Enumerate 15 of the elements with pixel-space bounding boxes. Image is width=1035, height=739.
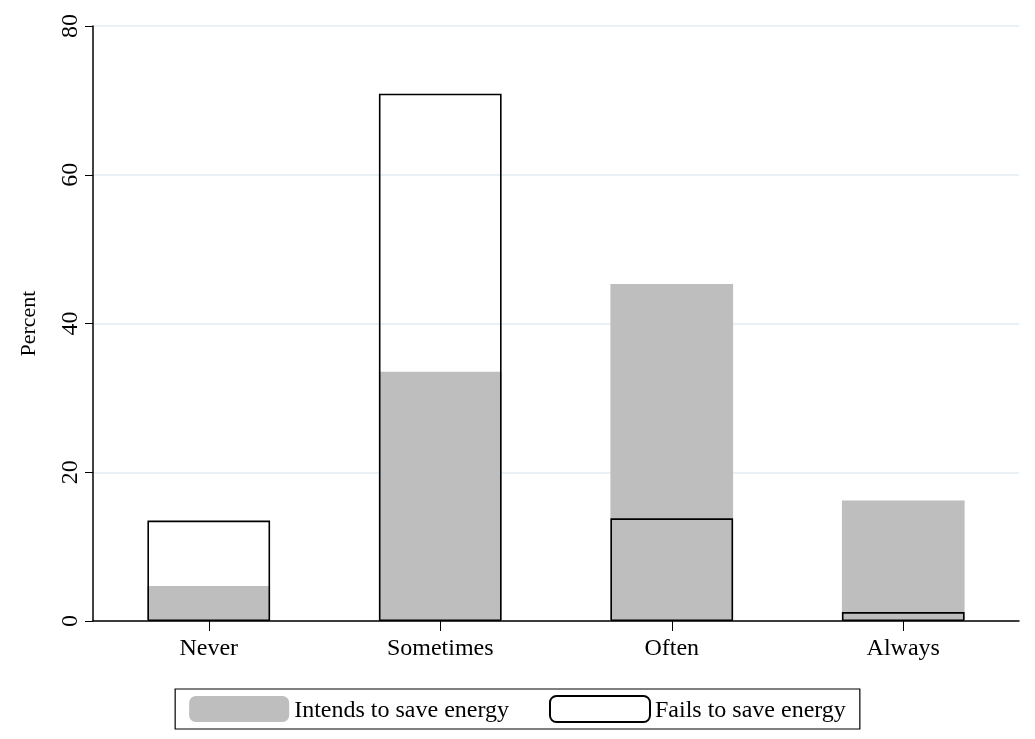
x-tick-label: Never: [179, 634, 239, 660]
y-tick-label: 20: [56, 460, 82, 485]
y-tick-label: 60: [56, 162, 82, 187]
x-tick-label: Always: [866, 634, 940, 660]
bar: [610, 284, 734, 621]
x-tick-label: Often: [644, 634, 700, 660]
y-axis-title: Percent: [14, 290, 40, 357]
bar: [378, 371, 502, 621]
legend-label: Intends to save energy: [294, 696, 509, 722]
legend-label: Fails to save energy: [654, 696, 846, 722]
x-tick-label: Sometimes: [386, 634, 494, 660]
y-tick-label: 40: [56, 311, 82, 336]
y-tick-label: 0: [56, 615, 82, 627]
bar: [841, 500, 965, 621]
y-tick-label: 80: [56, 14, 82, 38]
